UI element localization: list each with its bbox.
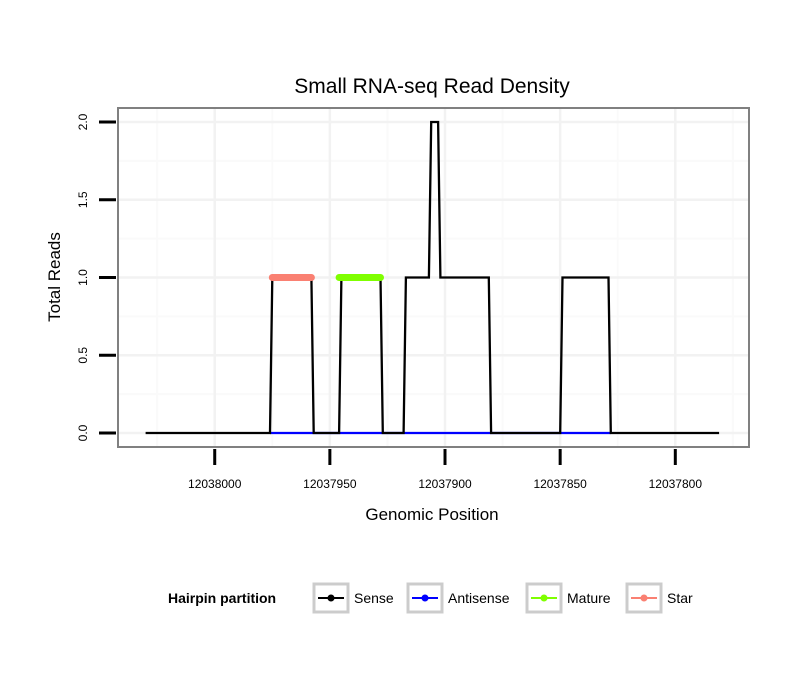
chart-title: Small RNA-seq Read Density: [294, 75, 570, 98]
grid: [118, 108, 749, 447]
x-tick-label: 12037800: [649, 477, 703, 491]
legend-label-sense: Sense: [354, 590, 394, 606]
legend-label-mature: Mature: [567, 590, 611, 606]
y-tick-label: 1.0: [76, 269, 90, 286]
legend-key-point-star: [640, 594, 648, 602]
y-tick-label: 0.0: [76, 424, 90, 441]
x-axis-title: Genomic Position: [365, 505, 498, 524]
legend-key-point-mature: [540, 594, 548, 602]
y-tick-label: 2.0: [76, 113, 90, 130]
legend-key-point-sense: [327, 594, 335, 602]
y-tick-label: 1.5: [76, 191, 90, 208]
x-tick-label: 12037950: [303, 477, 357, 491]
y-tick-label: 0.5: [76, 347, 90, 364]
axes: 12038000 12037950 12037900 12037850 12037800…: [76, 113, 702, 491]
series-line-sense: [145, 120, 720, 435]
legend: Hairpin partition Sense Antisense Mature St…: [168, 582, 693, 614]
x-tick-label: 12037900: [418, 477, 472, 491]
x-tick-label: 12038000: [188, 477, 242, 491]
legend-label-star: Star: [667, 590, 693, 606]
y-axis-title: Total Reads: [45, 232, 64, 322]
series-layer: [145, 120, 720, 435]
legend-title: Hairpin partition: [168, 590, 276, 606]
plot-panel: [117, 107, 750, 448]
legend-label-antisense: Antisense: [448, 590, 510, 606]
x-tick-label: 12037850: [533, 477, 587, 491]
legend-key-point-antisense: [421, 594, 429, 602]
